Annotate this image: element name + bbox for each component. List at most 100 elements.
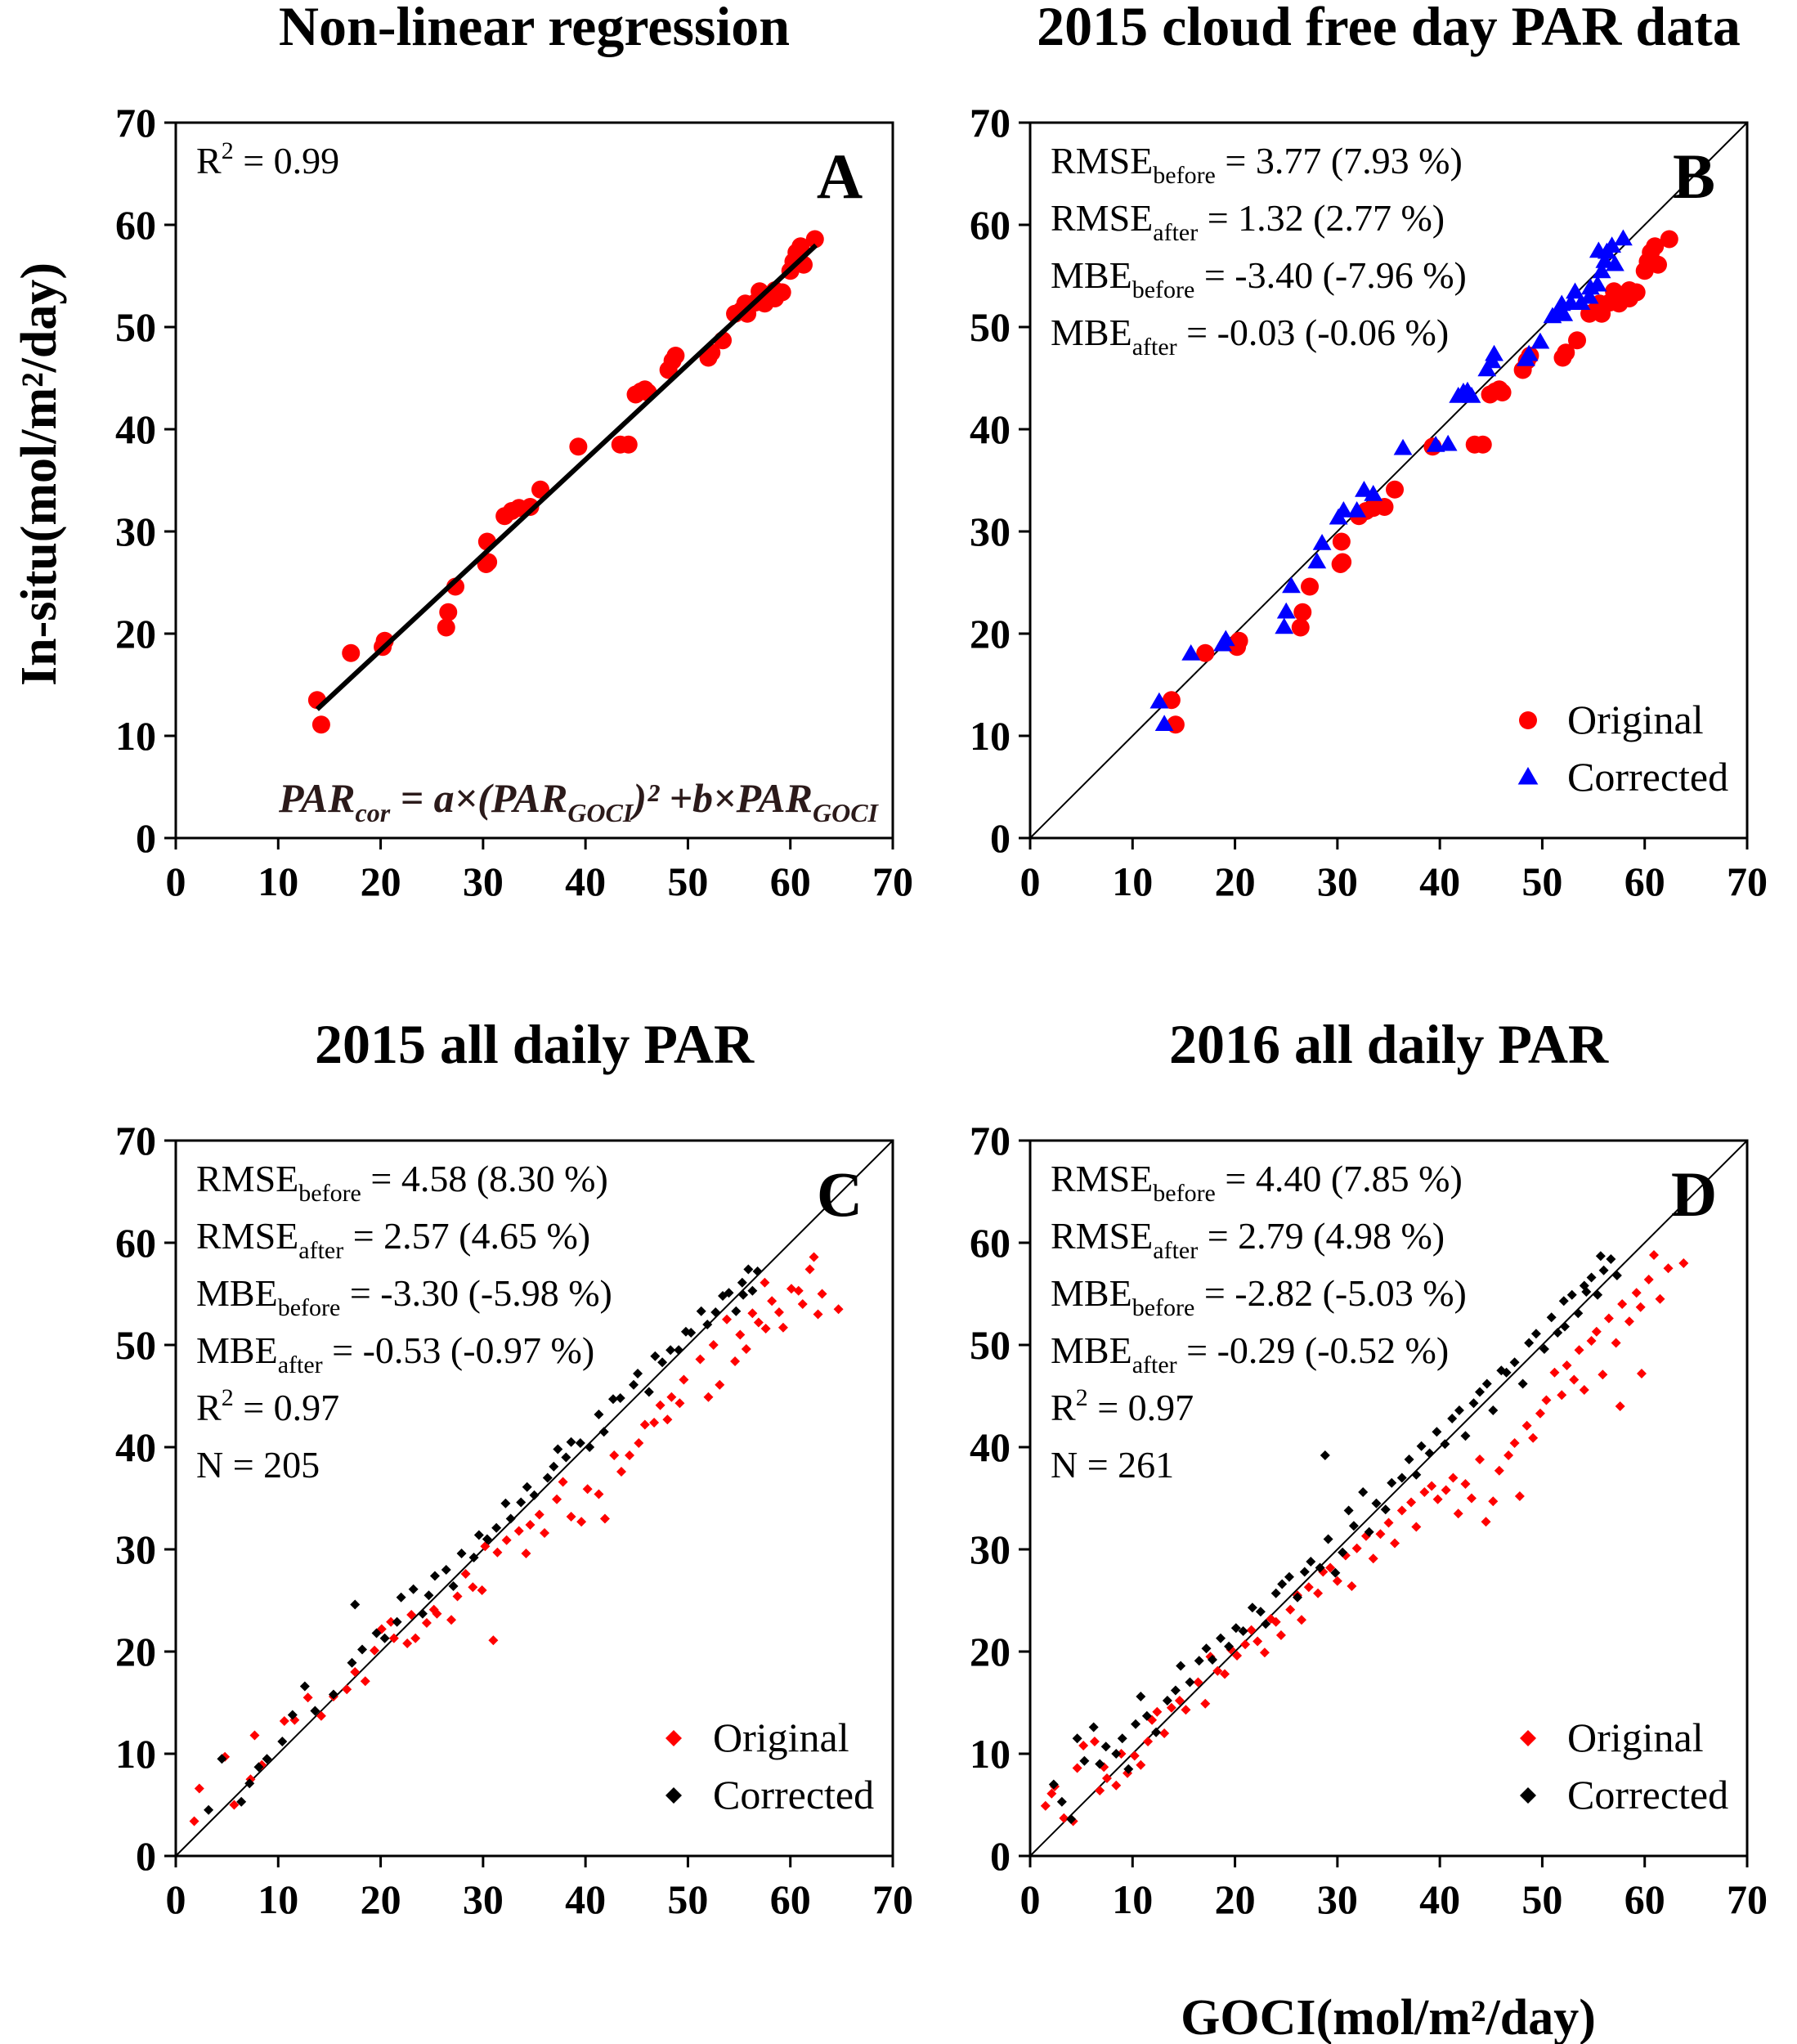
data-point <box>1089 1737 1100 1746</box>
formula-part: PAR <box>278 775 356 821</box>
stat-subscript: after <box>1153 1237 1198 1264</box>
data-point <box>1586 1272 1597 1283</box>
data-point <box>1270 1588 1281 1598</box>
data-point <box>1481 1517 1491 1527</box>
data-point <box>1643 1275 1654 1284</box>
y-tick-label: 50 <box>115 304 156 350</box>
data-point <box>1411 1522 1422 1532</box>
data-point <box>1095 1786 1105 1795</box>
data-point <box>1573 1308 1584 1319</box>
stat-name: RMSE <box>1051 140 1153 182</box>
data-point <box>1605 254 1624 271</box>
data-point <box>194 1783 204 1794</box>
legend-label: Original <box>1567 1715 1704 1760</box>
data-point <box>350 1599 361 1610</box>
data-point <box>791 237 810 256</box>
data-point <box>1655 1293 1665 1304</box>
data-point <box>1466 1493 1477 1504</box>
y-tick-label: 70 <box>970 1118 1011 1163</box>
data-point <box>1440 1439 1450 1450</box>
data-point <box>1424 1448 1435 1459</box>
data-point <box>1238 1626 1248 1636</box>
data-point <box>1460 1479 1471 1489</box>
data-point <box>531 480 550 499</box>
data-point <box>561 1452 571 1463</box>
stat-name: MBE <box>1051 1272 1132 1314</box>
data-point <box>410 1633 421 1643</box>
data-point <box>634 1438 644 1448</box>
data-point <box>279 1716 289 1726</box>
data-point <box>492 1547 503 1558</box>
stat-subscript: after <box>278 1351 323 1378</box>
data-point <box>1581 1287 1592 1297</box>
plot-frame <box>174 1139 894 1858</box>
data-point <box>1111 1780 1122 1791</box>
y-tick-label: 0 <box>136 1833 156 1879</box>
data-point <box>1185 1677 1195 1688</box>
y-tick-label: 60 <box>115 1220 156 1266</box>
data-point <box>1152 1706 1163 1717</box>
stat-name: RMSE <box>1051 197 1153 239</box>
x-tick-label: 30 <box>463 1876 504 1922</box>
data-point <box>1315 1562 1325 1573</box>
data-point <box>655 1400 665 1410</box>
stat-subscript: before <box>1132 1294 1195 1321</box>
legend-marker <box>665 1730 682 1746</box>
data-point <box>1462 387 1481 403</box>
stat-value: = 2.79 (4.98 %) <box>1198 1215 1445 1257</box>
data-point <box>1136 1759 1146 1770</box>
data-point <box>1557 343 1575 362</box>
data-point <box>1131 1719 1141 1729</box>
data-point <box>1494 1465 1504 1476</box>
data-point <box>1224 1641 1235 1652</box>
data-point <box>1611 1271 1622 1280</box>
data-point <box>432 1608 442 1619</box>
data-point <box>1301 577 1320 596</box>
data-point <box>1371 1498 1382 1508</box>
data-point <box>686 1328 697 1338</box>
data-point <box>1333 501 1353 518</box>
data-point <box>1078 1741 1089 1750</box>
data-point <box>569 437 588 456</box>
stat-subscript: after <box>298 1237 343 1264</box>
data-point <box>582 1484 593 1495</box>
series-corrected <box>1048 1251 1622 1824</box>
data-point <box>1558 1296 1569 1307</box>
stat-subscript: after <box>1153 219 1198 246</box>
panel-title: 2015 all daily PAR <box>315 1013 755 1075</box>
stat-value: = 4.40 (7.85 %) <box>1216 1158 1463 1199</box>
data-point <box>1509 1357 1520 1368</box>
data-point <box>629 1379 639 1390</box>
data-point <box>1275 617 1294 634</box>
data-point <box>1554 305 1574 321</box>
data-point <box>1393 438 1413 455</box>
stat-superscript: 2 <box>1076 1384 1088 1411</box>
data-point <box>1568 331 1587 350</box>
stat-subscript: before <box>298 1180 361 1207</box>
data-point <box>625 1450 635 1460</box>
x-tick-label: 20 <box>361 1876 401 1922</box>
data-point <box>482 1534 492 1544</box>
panel-a: Non-linear regression 0 10 20 30 40 50 60 70 0 10 2… <box>115 0 913 904</box>
data-point <box>1299 1567 1310 1577</box>
data-point <box>1208 1655 1218 1665</box>
data-point <box>421 1618 432 1628</box>
data-point <box>501 1535 512 1545</box>
data-point <box>1566 1289 1577 1300</box>
data-point <box>1517 1378 1528 1389</box>
stat-subscript: before <box>278 1294 341 1321</box>
data-point <box>1066 1814 1077 1824</box>
data-point <box>1270 1616 1281 1627</box>
data-point <box>357 1644 368 1655</box>
data-point <box>1303 1582 1314 1593</box>
data-point <box>299 1681 310 1692</box>
y-tick-label: 70 <box>115 100 156 146</box>
data-point <box>460 1569 471 1579</box>
data-point <box>1059 1813 1069 1823</box>
legend-label: Corrected <box>713 1772 874 1818</box>
data-point <box>1181 644 1201 661</box>
data-point <box>1411 1469 1422 1480</box>
x-tick-label: 50 <box>1521 858 1562 904</box>
data-point <box>1194 1656 1204 1666</box>
data-point <box>566 1437 576 1447</box>
